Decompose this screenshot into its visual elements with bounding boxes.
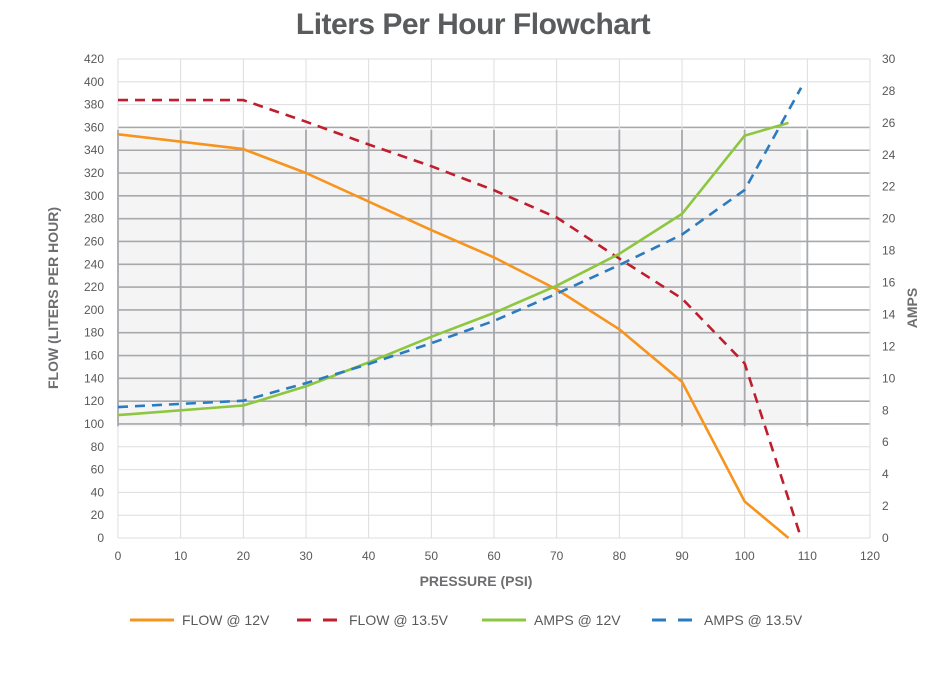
y-tick-label: 80 — [91, 440, 105, 454]
y-tick-label: 400 — [84, 75, 104, 89]
y2-tick-label: 16 — [882, 276, 896, 290]
y2-tick-label: 26 — [882, 116, 896, 130]
y2-tick-label: 18 — [882, 244, 896, 258]
x-tick-label: 60 — [487, 549, 501, 563]
y-tick-label: 380 — [84, 98, 104, 112]
y-tick-label: 180 — [84, 326, 104, 340]
legend-label: FLOW @ 13.5V — [349, 612, 449, 628]
series-line — [118, 98, 803, 539]
y2-tick-label: 22 — [882, 180, 896, 194]
y2-tick-label: 28 — [882, 84, 896, 98]
x-tick-label: 70 — [550, 549, 564, 563]
x-tick-label: 110 — [798, 549, 817, 563]
x-tick-label: 20 — [237, 549, 251, 563]
series-line — [117, 121, 789, 417]
y-tick-label: 300 — [84, 189, 104, 203]
x-tick-label: 120 — [860, 549, 880, 563]
y-tick-label: 40 — [91, 485, 105, 499]
y2-tick-label: 6 — [882, 435, 889, 449]
legend-label: AMPS @ 12V — [534, 612, 621, 628]
x-tick-label: 90 — [675, 549, 689, 563]
y-tick-label: 260 — [84, 234, 104, 248]
y2-tick-label: 14 — [882, 307, 896, 321]
x-tick-label: 40 — [362, 549, 376, 563]
series-line — [117, 87, 803, 409]
series-lines — [117, 87, 803, 539]
legend: FLOW @ 12V FLOW @ 13.5V AMPS @ 12V AMPS @ 1… — [130, 612, 803, 628]
grid-lines — [117, 58, 871, 539]
x-axis-title: PRESSURE (PSI) — [420, 573, 533, 589]
x-tick-label: 10 — [174, 549, 188, 563]
y-tick-label: 240 — [84, 257, 104, 271]
y-tick-label: 120 — [84, 394, 104, 408]
y-tick-label: 60 — [91, 463, 105, 477]
y-tick-label: 420 — [84, 52, 104, 66]
y2-tick-label: 12 — [882, 339, 896, 353]
x-tick-label: 100 — [735, 549, 755, 563]
y2-tick-label: 30 — [882, 52, 896, 66]
chart-title: Liters Per Hour Flowchart — [295, 8, 651, 41]
x-tick-label: 30 — [299, 549, 313, 563]
x-tick-label: 50 — [425, 549, 439, 563]
y2-tick-label: 2 — [882, 499, 889, 513]
y-axis-title: FLOW (LITERS PER HOUR) — [45, 207, 61, 389]
y2-tick-label: 20 — [882, 212, 896, 226]
y-tick-label: 0 — [97, 531, 104, 545]
axis-ticks: 0204060801001201401601802002202402602803… — [84, 52, 896, 563]
y-tick-label: 280 — [84, 212, 104, 226]
y-tick-label: 340 — [84, 143, 104, 157]
y-tick-label: 140 — [84, 371, 104, 385]
y-tick-label: 160 — [84, 349, 104, 363]
plot-shade-band — [118, 129, 802, 427]
y2-axis-title: AMPS — [904, 288, 920, 328]
x-tick-label: 80 — [613, 549, 627, 563]
y-tick-label: 20 — [91, 508, 105, 522]
y-tick-label: 220 — [84, 280, 104, 294]
y2-tick-label: 0 — [882, 531, 889, 545]
y-tick-label: 100 — [84, 417, 104, 431]
legend-label: AMPS @ 13.5V — [704, 612, 803, 628]
legend-label: FLOW @ 12V — [182, 612, 270, 628]
y2-tick-label: 4 — [882, 467, 889, 481]
y2-tick-label: 10 — [882, 371, 896, 385]
x-tick-label: 0 — [115, 549, 122, 563]
y-tick-label: 200 — [84, 303, 104, 317]
y2-tick-label: 24 — [882, 148, 896, 162]
y-tick-label: 360 — [84, 120, 104, 134]
plot-shade — [118, 129, 802, 427]
y2-tick-label: 8 — [882, 403, 889, 417]
series-line — [117, 133, 790, 539]
y-tick-label: 320 — [84, 166, 104, 180]
